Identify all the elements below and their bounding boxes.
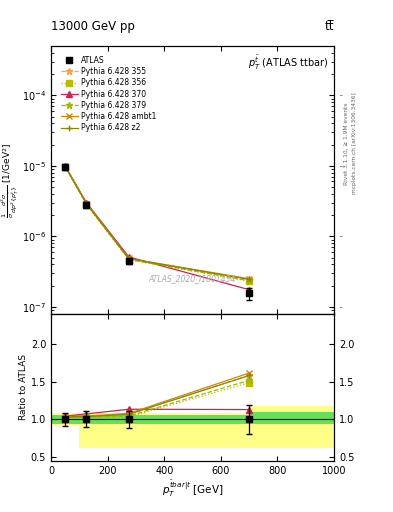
Pythia 6.428 379 bbox=[247, 278, 252, 284]
Pythia 6.428 z2 bbox=[247, 276, 252, 283]
Text: 13000 GeV pp: 13000 GeV pp bbox=[51, 20, 135, 33]
Line: Pythia 6.428 z2: Pythia 6.428 z2 bbox=[62, 164, 252, 282]
Text: ATLAS_2020_I1801434: ATLAS_2020_I1801434 bbox=[149, 274, 236, 283]
Pythia 6.428 ambt1 bbox=[63, 163, 68, 169]
Pythia 6.428 370 bbox=[63, 163, 68, 169]
Pythia 6.428 ambt1 bbox=[84, 200, 89, 206]
Line: Pythia 6.428 379: Pythia 6.428 379 bbox=[62, 163, 253, 284]
Line: Pythia 6.428 ambt1: Pythia 6.428 ambt1 bbox=[62, 163, 252, 282]
Pythia 6.428 356 bbox=[127, 257, 131, 263]
Text: mcplots.cern.ch [arXiv:1306.3436]: mcplots.cern.ch [arXiv:1306.3436] bbox=[352, 93, 357, 194]
Text: $p_T^{\bar{t}}$ (ATLAS ttbar): $p_T^{\bar{t}}$ (ATLAS ttbar) bbox=[248, 54, 329, 72]
Line: Pythia 6.428 356: Pythia 6.428 356 bbox=[62, 164, 252, 284]
Pythia 6.428 356 bbox=[63, 164, 68, 170]
Y-axis label: $\frac{1}{\sigma}\frac{d^2\sigma}{dp^2\{p_T^{\bar{t}}\}}$ [1/GeV$^2$]: $\frac{1}{\sigma}\frac{d^2\sigma}{dp^2\{… bbox=[0, 142, 21, 218]
Text: tt̅: tt̅ bbox=[325, 20, 334, 33]
Pythia 6.428 356 bbox=[247, 278, 252, 284]
Line: Pythia 6.428 370: Pythia 6.428 370 bbox=[62, 163, 252, 292]
Pythia 6.428 356 bbox=[84, 201, 89, 207]
Pythia 6.428 z2 bbox=[63, 163, 68, 169]
Pythia 6.428 379 bbox=[84, 201, 89, 207]
Pythia 6.428 370 bbox=[127, 254, 131, 260]
Pythia 6.428 370 bbox=[84, 200, 89, 206]
Legend: ATLAS, Pythia 6.428 355, Pythia 6.428 356, Pythia 6.428 370, Pythia 6.428 379, P: ATLAS, Pythia 6.428 355, Pythia 6.428 35… bbox=[58, 53, 159, 136]
Pythia 6.428 355 bbox=[63, 163, 68, 169]
Pythia 6.428 370 bbox=[247, 287, 252, 293]
Pythia 6.428 355 bbox=[247, 276, 252, 283]
Pythia 6.428 355 bbox=[127, 255, 131, 262]
Pythia 6.428 ambt1 bbox=[247, 275, 252, 282]
Line: Pythia 6.428 355: Pythia 6.428 355 bbox=[62, 163, 253, 283]
X-axis label: $p^{\bar{t}bar|t}_T$ [GeV]: $p^{\bar{t}bar|t}_T$ [GeV] bbox=[162, 478, 223, 499]
Pythia 6.428 379 bbox=[127, 257, 131, 263]
Pythia 6.428 ambt1 bbox=[127, 255, 131, 262]
Pythia 6.428 z2 bbox=[127, 255, 131, 262]
Text: Rivet 3.1.10, ≥ 1.9M events: Rivet 3.1.10, ≥ 1.9M events bbox=[344, 102, 349, 184]
Pythia 6.428 z2 bbox=[84, 201, 89, 207]
Pythia 6.428 355 bbox=[84, 201, 89, 207]
Y-axis label: Ratio to ATLAS: Ratio to ATLAS bbox=[19, 354, 28, 420]
Pythia 6.428 379 bbox=[63, 164, 68, 170]
